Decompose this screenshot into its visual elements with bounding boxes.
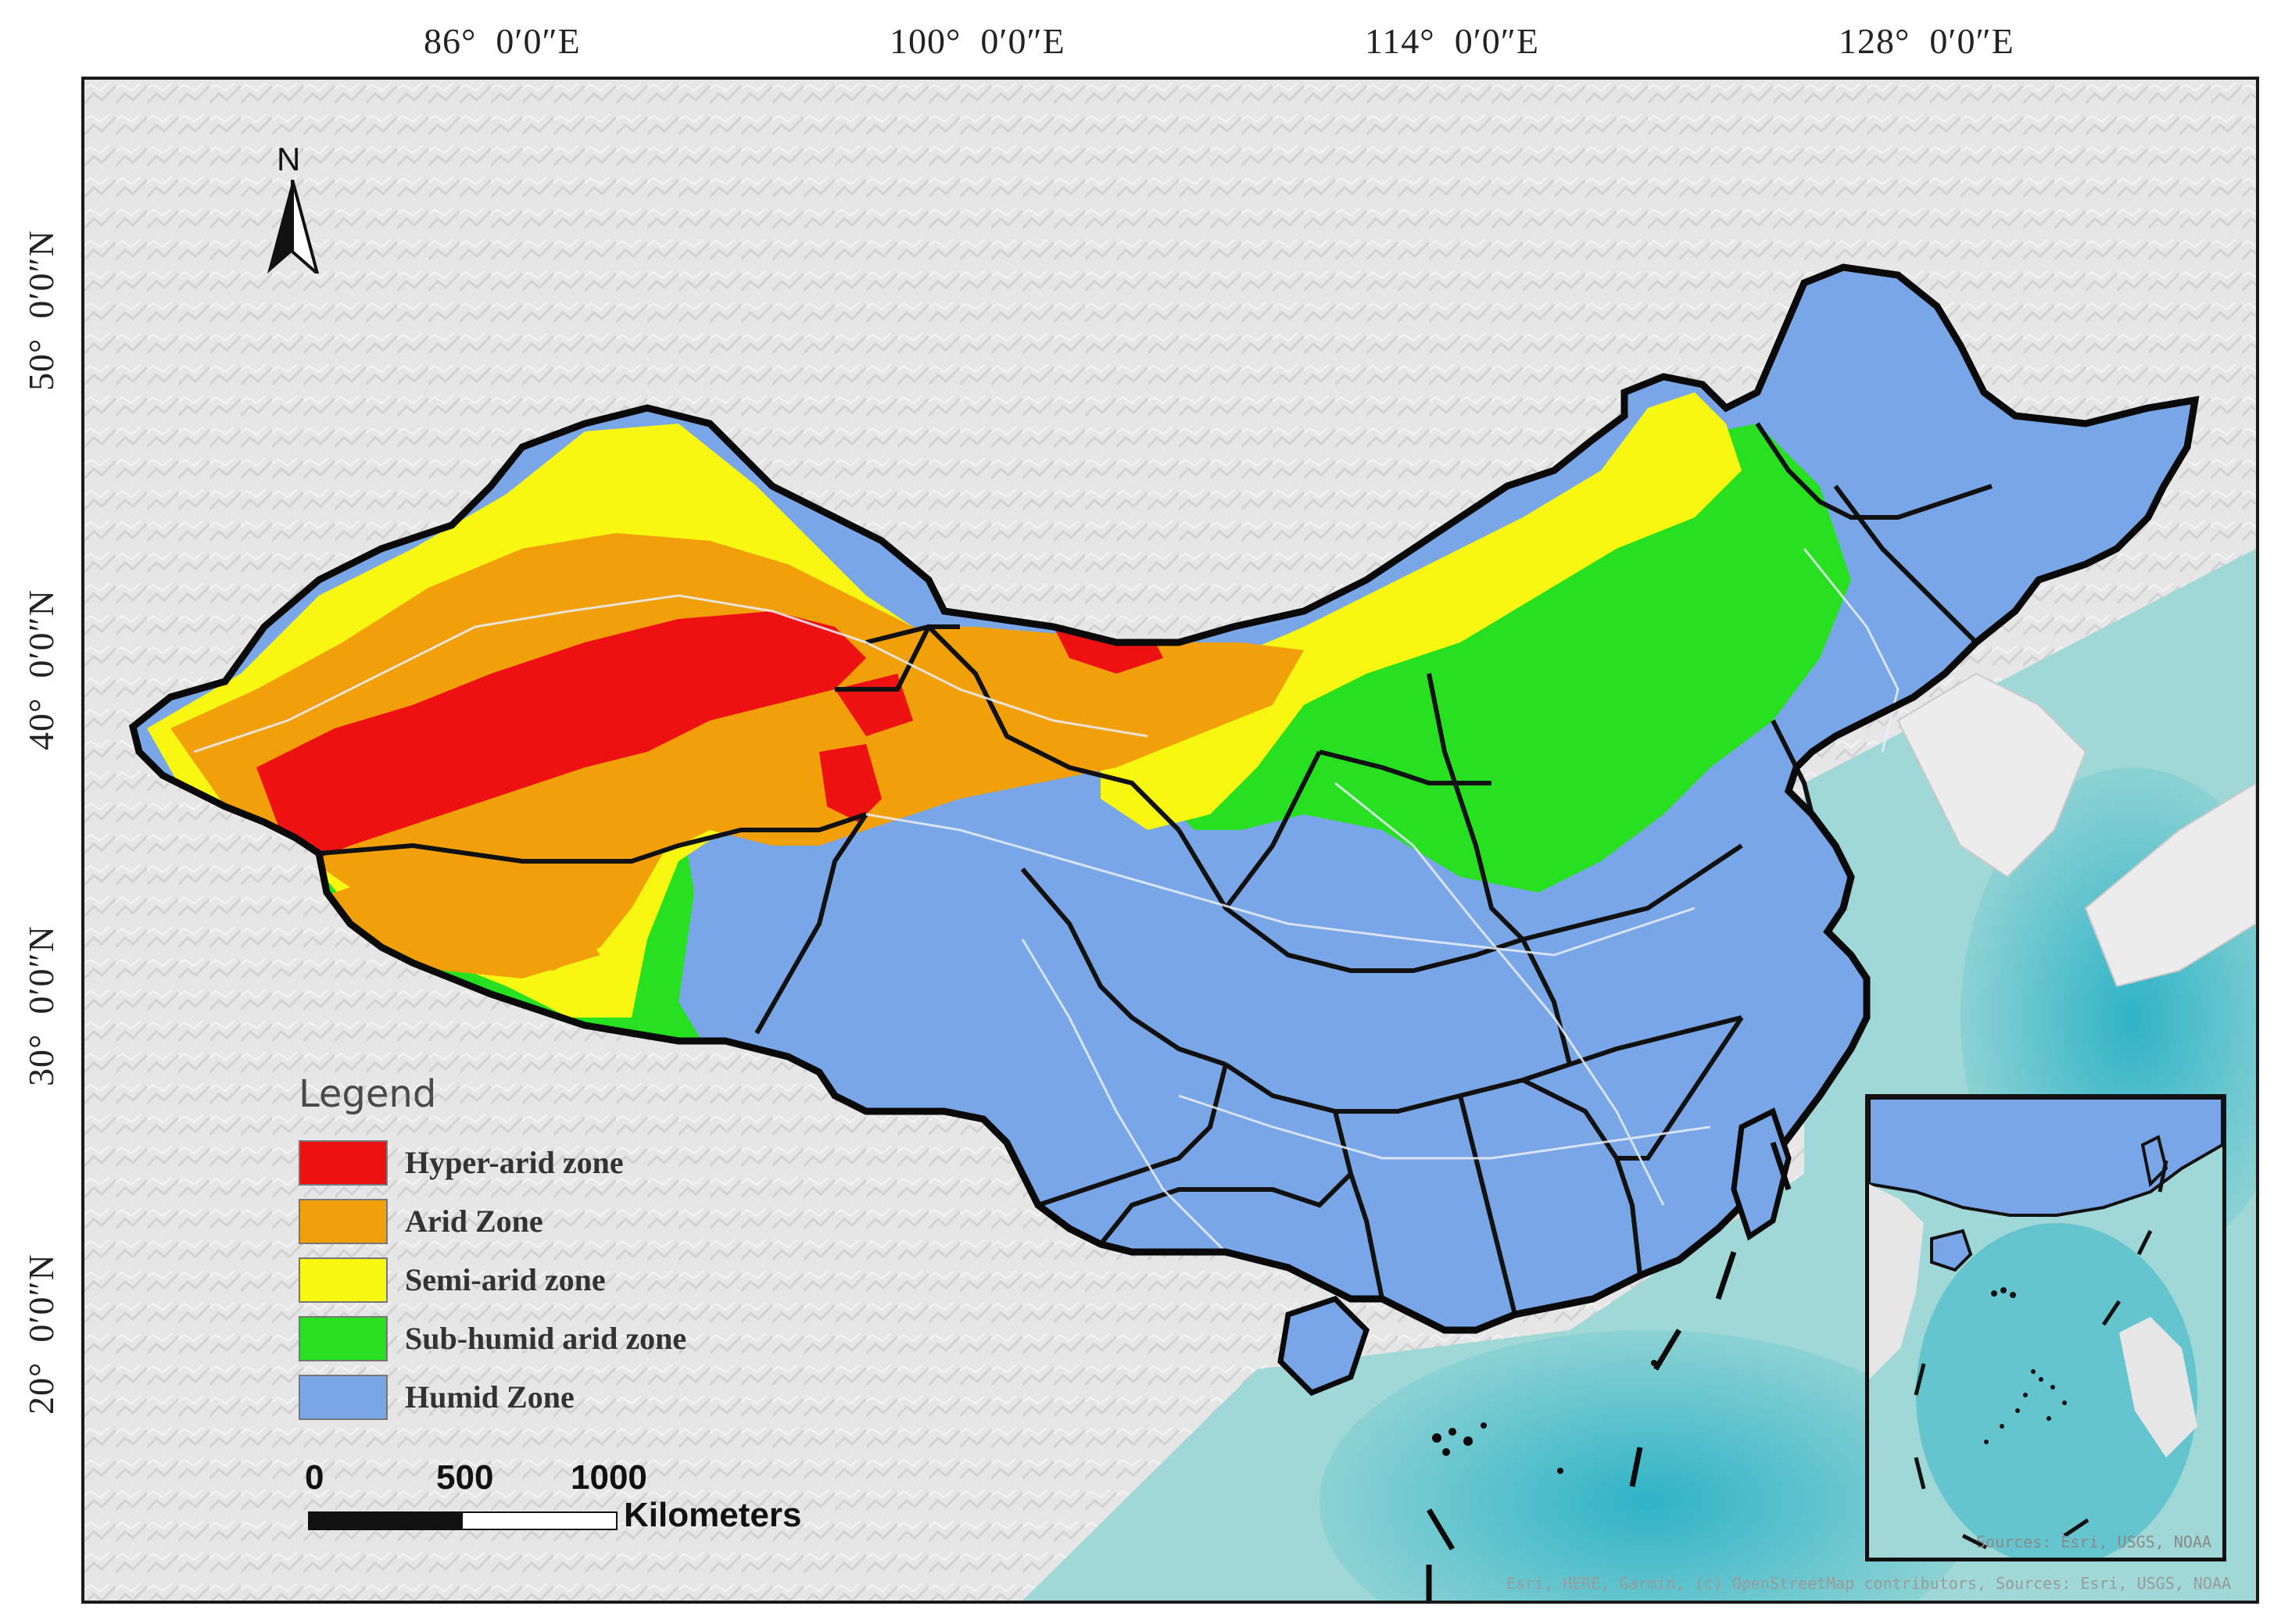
legend-label: Hyper-arid zone bbox=[405, 1145, 624, 1180]
scale-tick-500: 500 bbox=[436, 1458, 494, 1497]
maritime-dash-line bbox=[1426, 1141, 1792, 1601]
north-letter: N bbox=[277, 141, 301, 177]
scale-unit: Kilometers bbox=[624, 1496, 802, 1534]
legend-label: Humid Zone bbox=[405, 1379, 575, 1415]
map-frame[interactable]: N Legend Hyper-arid zone Arid Zone Semi-… bbox=[81, 77, 2259, 1604]
map-canvas bbox=[84, 80, 2256, 1601]
longitude-label-100: 100° 0′0″E bbox=[890, 21, 1065, 61]
scale-bar-black bbox=[308, 1511, 464, 1530]
latitude-label-40: 40° 0′0″N bbox=[21, 589, 61, 750]
legend-swatch bbox=[299, 1374, 388, 1420]
hainan-island bbox=[1277, 1295, 1370, 1397]
province-boundaries bbox=[318, 422, 1993, 1315]
climate-zones bbox=[147, 392, 1851, 1096]
road-network bbox=[193, 548, 1900, 1254]
inset-canvas bbox=[1869, 1098, 2222, 1558]
legend-item-semi-arid: Semi-arid zone bbox=[299, 1250, 846, 1309]
legend-swatch bbox=[299, 1198, 388, 1244]
scale-bar: 0 500 1000 Kilometers bbox=[305, 1458, 852, 1536]
korean-peninsula bbox=[1896, 672, 2087, 878]
longitude-label-128: 128° 0′0″E bbox=[1839, 21, 2014, 61]
legend-item-humid: Humid Zone bbox=[299, 1368, 846, 1426]
legend-label: Semi-arid zone bbox=[405, 1262, 606, 1297]
north-arrow-icon bbox=[267, 180, 320, 274]
longitude-label-114: 114° 0′0″E bbox=[1365, 21, 1540, 61]
legend-swatch bbox=[299, 1139, 388, 1186]
legend-item-hyper-arid: Hyper-arid zone bbox=[299, 1133, 846, 1192]
north-arrow: N bbox=[261, 141, 324, 274]
legend-swatch bbox=[299, 1315, 388, 1361]
legend-item-arid: Arid Zone bbox=[299, 1192, 846, 1250]
latitude-label-30: 30° 0′0″N bbox=[21, 925, 61, 1086]
scale-tick-0: 0 bbox=[305, 1458, 324, 1497]
legend-item-sub-humid: Sub-humid arid zone bbox=[299, 1309, 846, 1368]
scale-tick-1000: 1000 bbox=[571, 1458, 647, 1497]
map-credit: Esri, HERE, Garmin, (c) OpenStreetMap co… bbox=[1506, 1574, 2231, 1593]
japan-landmass bbox=[2084, 782, 2256, 988]
latitude-label-20: 20° 0′0″N bbox=[21, 1254, 61, 1415]
legend-label: Arid Zone bbox=[405, 1204, 543, 1239]
legend: Legend Hyper-arid zone Arid Zone Semi-ar… bbox=[299, 1072, 846, 1426]
latitude-label-50: 50° 0′0″N bbox=[21, 230, 61, 391]
legend-label: Sub-humid arid zone bbox=[405, 1321, 687, 1356]
south-china-sea bbox=[1320, 1330, 1976, 1601]
islands bbox=[1432, 1360, 1657, 1474]
scale-bar-white bbox=[461, 1511, 618, 1530]
legend-swatch bbox=[299, 1257, 388, 1303]
inset-credit: Sources: Esri, USGS, NOAA bbox=[1975, 1533, 2211, 1551]
longitude-label-86: 86° 0′0″E bbox=[424, 21, 581, 61]
inset-map[interactable]: Sources: Esri, USGS, NOAA bbox=[1865, 1094, 2226, 1561]
legend-title: Legend bbox=[299, 1072, 437, 1116]
